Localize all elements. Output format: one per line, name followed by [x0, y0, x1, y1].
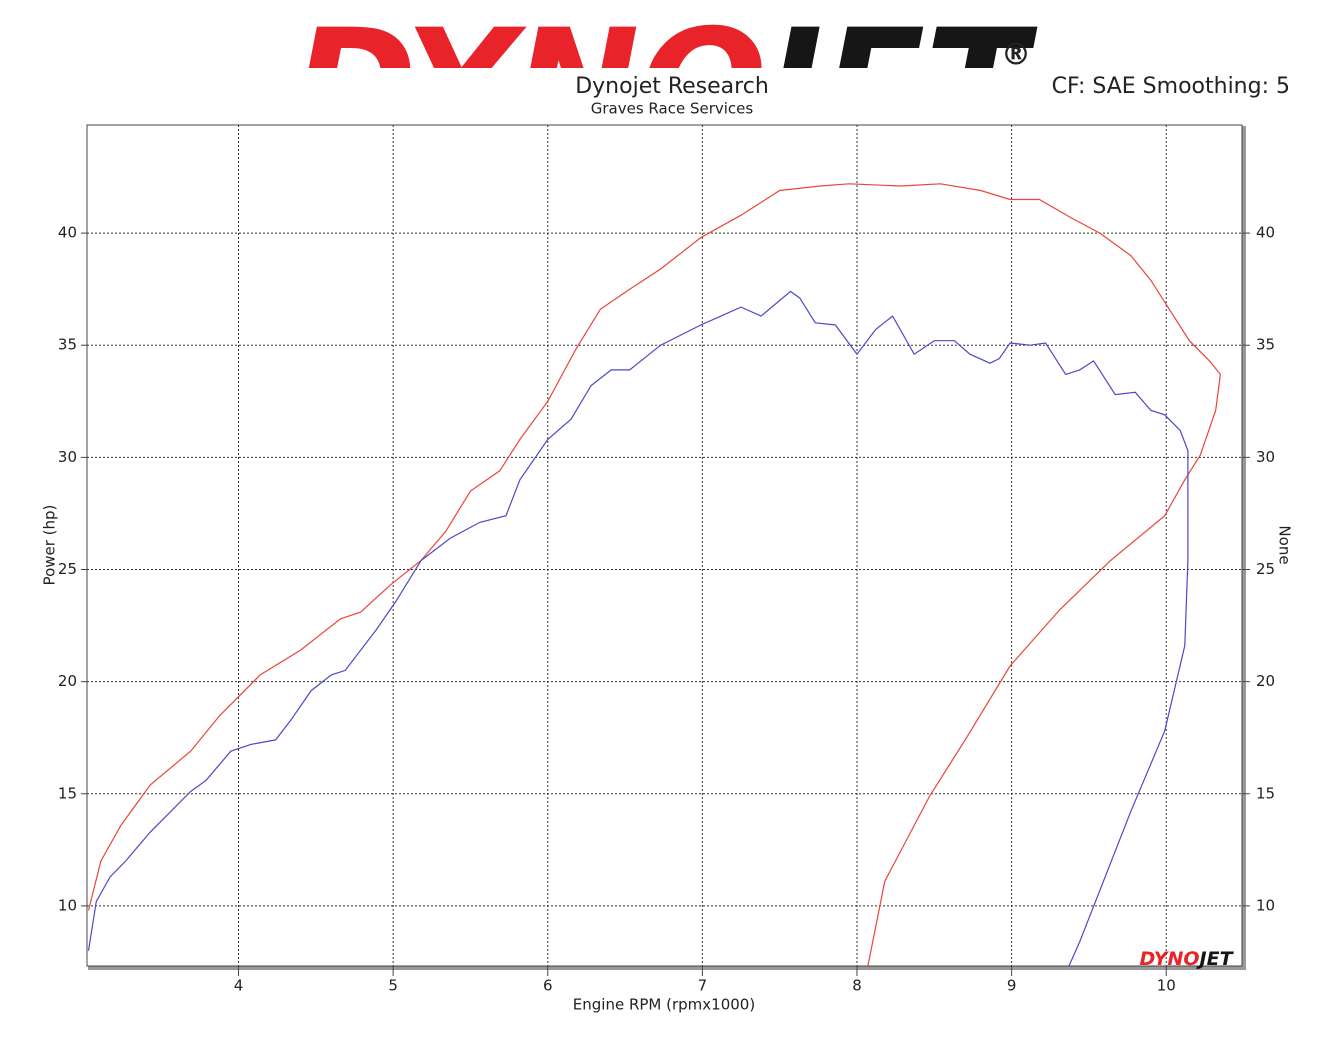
y-axis-label: Power (hp)	[41, 505, 59, 586]
series-line	[87, 290, 1189, 966]
x-tick-label: 4	[234, 977, 244, 995]
watermark-part: JET	[1196, 948, 1235, 970]
chart-subtitle: Graves Race Services	[591, 100, 754, 118]
plot-lines	[87, 183, 1222, 966]
watermark: DYNOJET	[1139, 948, 1234, 970]
x-tick-label: 7	[698, 977, 708, 995]
y-tick-label: 25	[58, 560, 77, 578]
y-tick-label: 20	[58, 672, 77, 690]
y2-tick-label: 20	[1256, 672, 1275, 690]
logo-part: JET	[742, 0, 1038, 172]
y2-axis-label: None	[1276, 525, 1294, 564]
x-axis-label: Engine RPM (rpmx1000)	[573, 996, 755, 1014]
x-tick-label: 5	[388, 977, 398, 995]
y-tick-label: 10	[58, 896, 77, 914]
y2-tick-label: 15	[1256, 784, 1275, 802]
chart-title: Dynojet Research	[575, 74, 769, 99]
logo: DYNOJET	[292, 0, 1038, 172]
y2-tick-label: 35	[1256, 336, 1275, 354]
plot-frame	[86, 124, 1243, 967]
y2-tick-label: 10	[1256, 896, 1275, 914]
y2-tick-label: 25	[1256, 560, 1275, 578]
y-tick-label: 30	[58, 448, 77, 466]
y-tick-label: 15	[58, 784, 77, 802]
y-tick-label: 40	[58, 224, 77, 242]
x-tick-label: 9	[1007, 977, 1017, 995]
logo-part: DYNO	[292, 0, 767, 172]
y2-tick-label: 40	[1256, 224, 1275, 242]
y2-tick-label: 30	[1256, 448, 1275, 466]
watermark-part: DYNO	[1139, 948, 1199, 970]
y-tick-label: 35	[58, 336, 77, 354]
annotation: CF: SAE Smoothing: 5	[1052, 74, 1290, 99]
x-tick-label: 10	[1157, 977, 1176, 995]
x-tick-label: 8	[852, 977, 862, 995]
grid: 4 5 6 7 8 9 10 10 15 20 25 30 35 40 10 15 20 25 30 35 40	[58, 125, 1275, 995]
logo-mark: ®	[1001, 38, 1031, 73]
x-tick-label: 6	[543, 977, 553, 995]
